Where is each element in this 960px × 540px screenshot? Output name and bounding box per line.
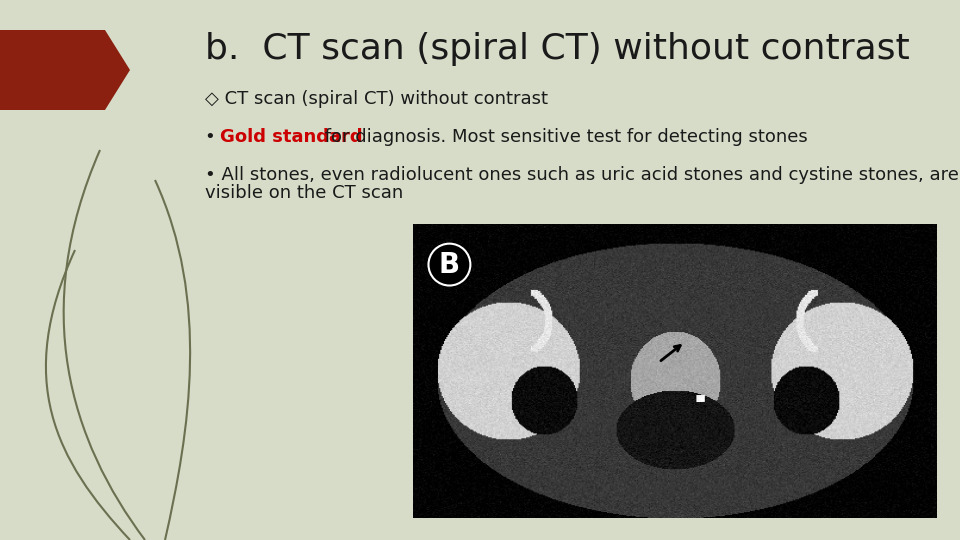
Polygon shape [0, 30, 130, 110]
Text: Gold standard: Gold standard [220, 128, 363, 146]
Text: for diagnosis. Most sensitive test for detecting stones: for diagnosis. Most sensitive test for d… [319, 128, 807, 146]
Text: ◇ CT scan (spiral CT) without contrast: ◇ CT scan (spiral CT) without contrast [205, 90, 548, 108]
Text: B: B [439, 251, 460, 279]
Text: •: • [205, 128, 222, 146]
Text: b.  CT scan (spiral CT) without contrast: b. CT scan (spiral CT) without contrast [205, 32, 910, 66]
Text: • All stones, even radiolucent ones such as uric acid stones and cystine stones,: • All stones, even radiolucent ones such… [205, 166, 959, 184]
Text: visible on the CT scan: visible on the CT scan [205, 184, 403, 202]
